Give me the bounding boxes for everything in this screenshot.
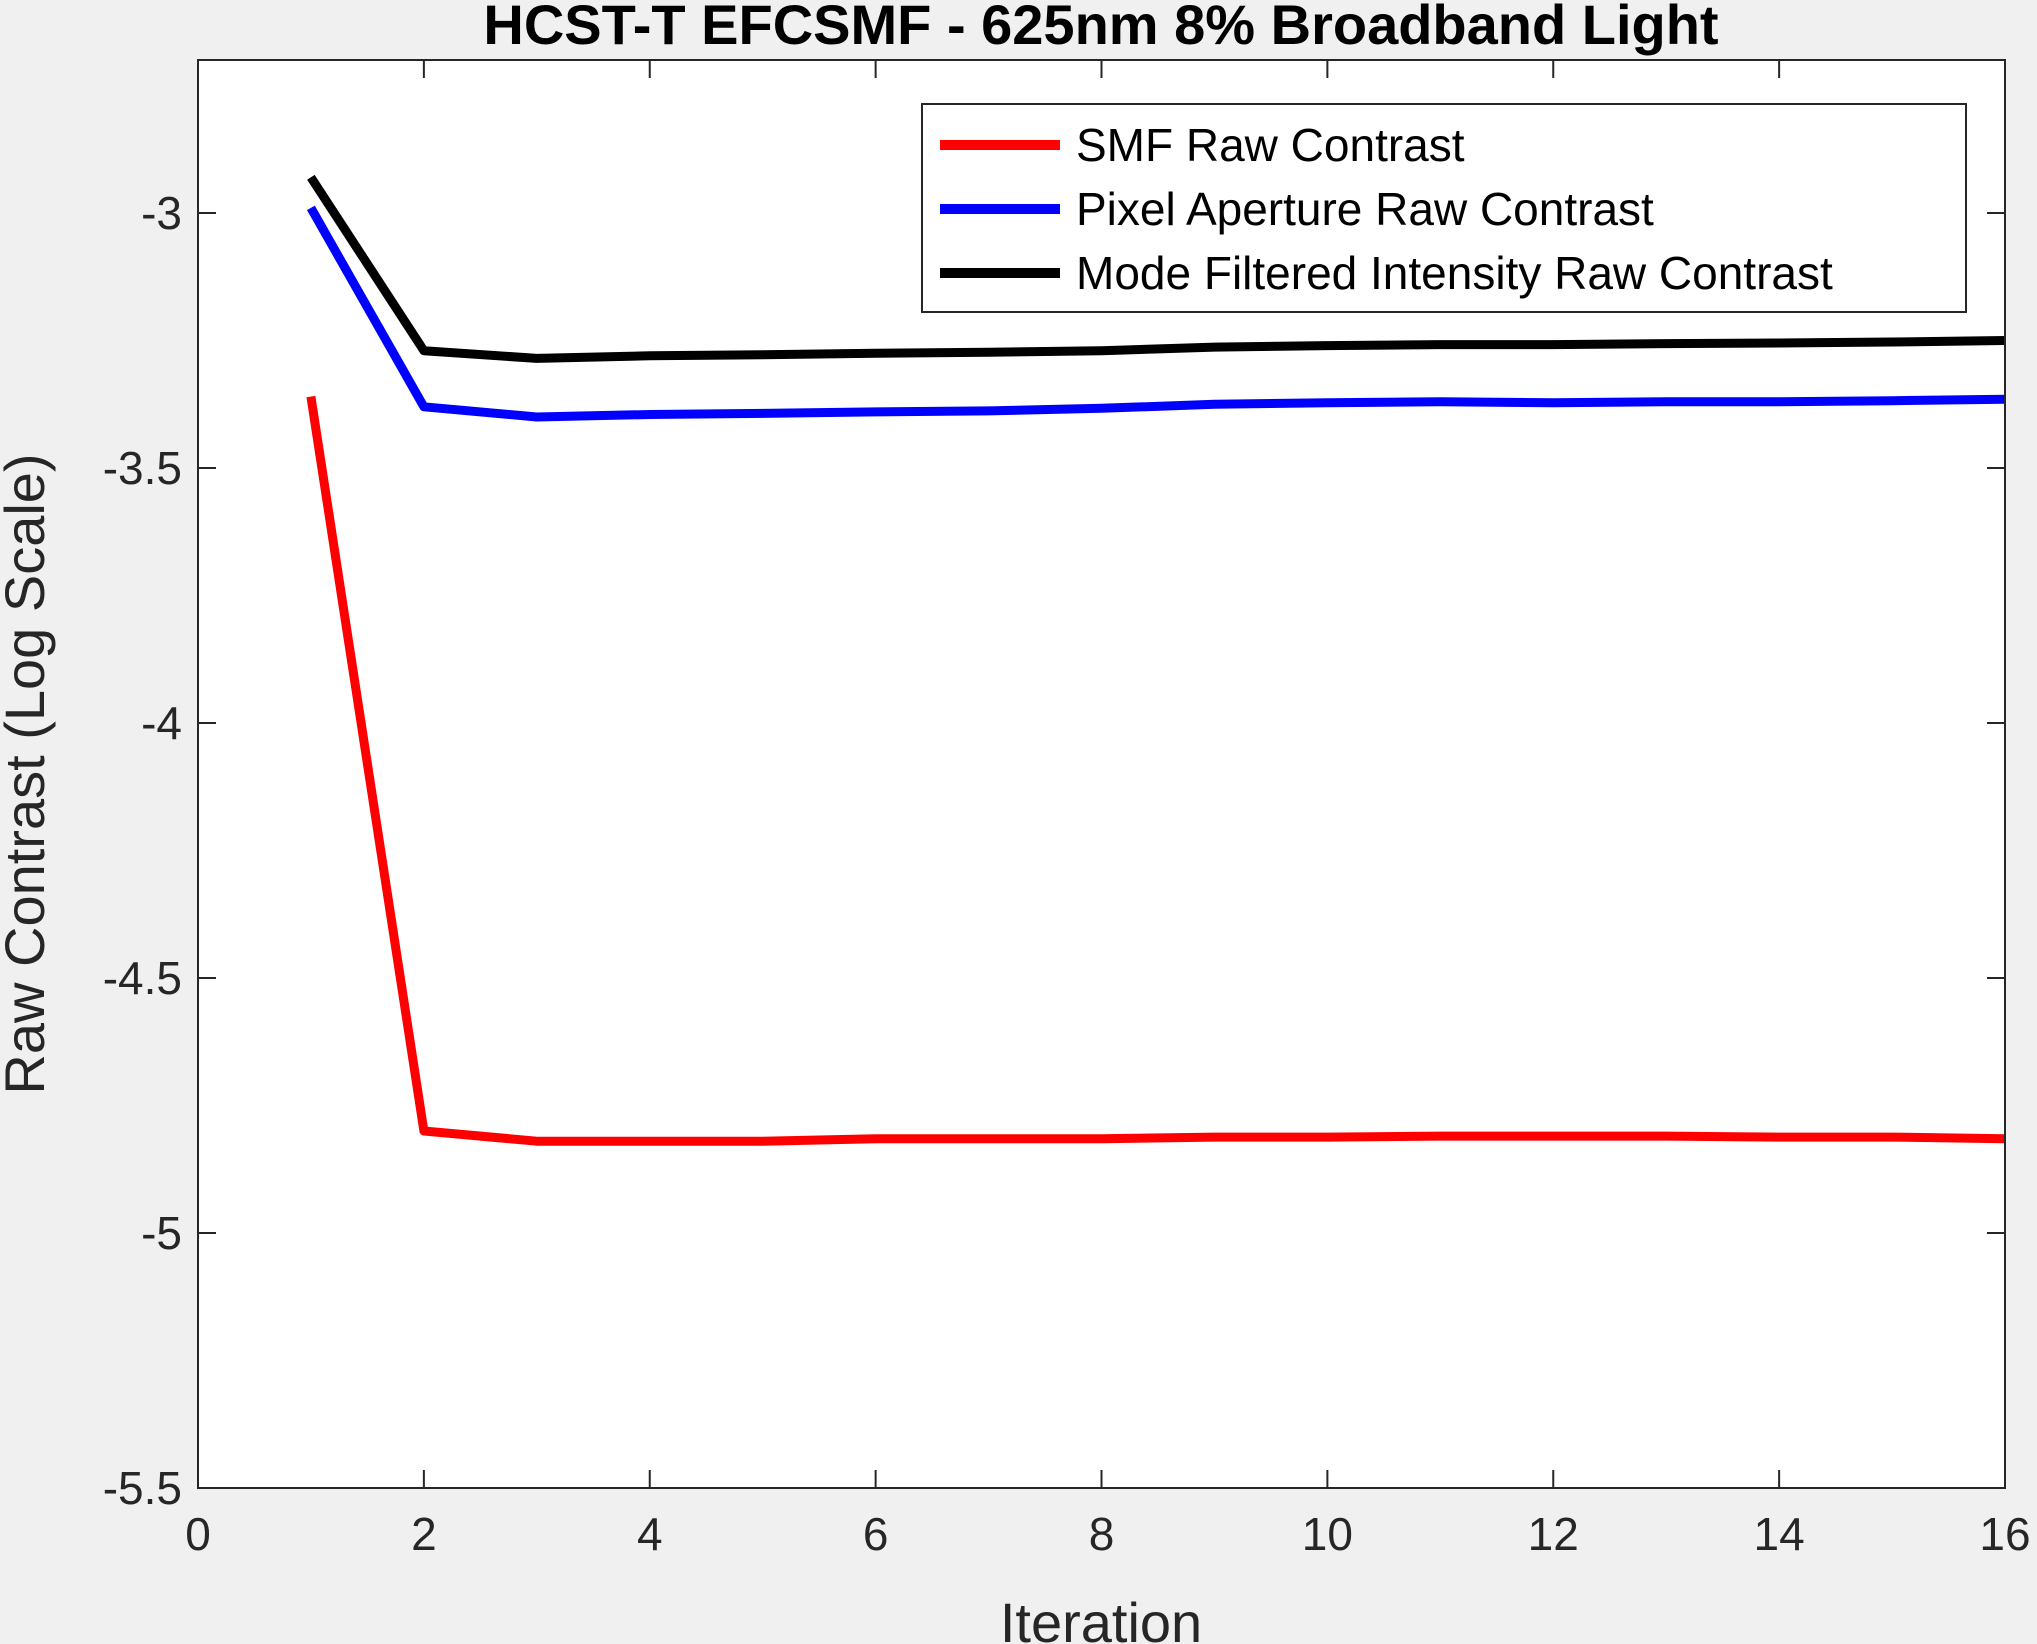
y-tick-labels: -3 -3.5 -4 -4.5 -5 -5.5 (103, 187, 182, 1514)
x-tick-label: 0 (185, 1508, 211, 1560)
x-axis-label: Iteration (1000, 1591, 1202, 1644)
legend-label-mode-filtered: Mode Filtered Intensity Raw Contrast (1076, 247, 1833, 299)
x-tick-label: 14 (1754, 1508, 1805, 1560)
x-tick-label: 2 (411, 1508, 437, 1560)
y-tick-label: -5.5 (103, 1462, 182, 1514)
x-tick-label: 6 (863, 1508, 889, 1560)
y-tick-label: -5 (141, 1207, 182, 1259)
chart-title: HCST-T EFCSMF - 625nm 8% Broadband Light (483, 0, 1718, 56)
series-lines (306, 174, 2006, 1146)
y-axis-label: Raw Contrast (Log Scale) (0, 453, 56, 1094)
y-tick-label: -3.5 (103, 442, 182, 494)
x-tick-labels: 0 2 4 6 8 10 12 14 16 (185, 1508, 2030, 1560)
x-tick-label: 16 (1979, 1508, 2030, 1560)
legend: SMF Raw Contrast Pixel Aperture Raw Cont… (921, 103, 1967, 313)
legend-box (921, 103, 1967, 313)
x-tick-label: 4 (637, 1508, 663, 1560)
series-line-mode-filtered (307, 174, 2006, 363)
series-line-smf (306, 395, 2006, 1146)
legend-label-smf: SMF Raw Contrast (1076, 119, 1465, 171)
y-tick-label: -4 (141, 697, 182, 749)
y-tick-label: -4.5 (103, 952, 182, 1004)
legend-label-pixel-aperture: Pixel Aperture Raw Contrast (1076, 183, 1654, 235)
x-tick-label: 10 (1302, 1508, 1353, 1560)
plot-frame (197, 59, 2006, 1489)
y-tick-label: -3 (141, 187, 182, 239)
x-tick-label: 8 (1089, 1508, 1115, 1560)
series-line-pixel-aperture (306, 205, 2006, 422)
x-tick-label: 12 (1528, 1508, 1579, 1560)
